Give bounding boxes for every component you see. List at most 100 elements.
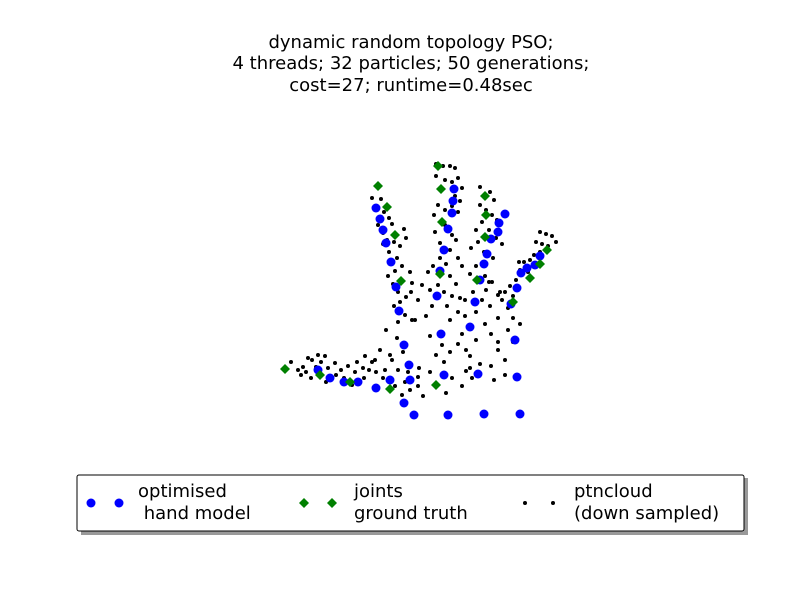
ptncloud-point — [413, 318, 417, 322]
ptncloud-point — [355, 360, 359, 364]
ptncloud-point — [554, 240, 558, 244]
legend-item-hand-model: optimised hand model — [86, 481, 251, 524]
ptncloud-point — [484, 288, 488, 292]
hand-model-point — [465, 322, 475, 332]
hand-model-point — [409, 410, 419, 420]
legend-marker-diamond — [299, 498, 309, 508]
joint-point — [525, 273, 535, 283]
ptncloud-point — [426, 270, 430, 274]
hand-model-point — [500, 209, 510, 219]
ptncloud-point — [488, 190, 492, 194]
legend-label-joints-line-1: joints — [353, 481, 403, 502]
ptncloud-point — [468, 354, 472, 358]
ptncloud-point — [463, 314, 467, 318]
ptncloud-point — [428, 370, 432, 374]
legend-marker-dot — [523, 501, 527, 505]
ptncloud-point — [496, 348, 500, 352]
ptncloud-point — [326, 366, 330, 370]
ptncloud-point — [468, 272, 472, 276]
ptncloud-point — [492, 378, 496, 382]
ptncloud-point — [458, 199, 462, 203]
ptncloud-point — [448, 164, 452, 168]
ptncloud-point — [474, 310, 478, 314]
ptncloud-point — [376, 223, 380, 227]
ptncloud-point — [460, 332, 464, 336]
joint-point — [508, 297, 518, 307]
ptncloud-point — [301, 365, 305, 369]
ptncloud-point — [492, 198, 496, 202]
ptncloud-point — [387, 216, 391, 220]
joint-point — [480, 191, 490, 201]
ptncloud-point — [442, 360, 446, 364]
ptncloud-point — [374, 370, 378, 374]
ptncloud-point — [540, 242, 544, 246]
ptncloud-point — [442, 290, 446, 294]
ptncloud-point — [448, 274, 452, 278]
ptncloud-point — [448, 350, 452, 354]
ptncloud-point — [474, 338, 478, 342]
ptncloud-point — [296, 368, 300, 372]
ptncloud-point — [401, 350, 405, 354]
ptncloud-point — [384, 328, 388, 332]
ptncloud-point — [395, 336, 399, 340]
series-circle — [313, 184, 545, 420]
ptncloud-point — [378, 348, 382, 352]
joint-point — [345, 377, 355, 387]
ptncloud-point — [392, 240, 396, 244]
joint-point — [315, 370, 325, 380]
joint-point — [436, 184, 446, 194]
hand-model-point — [512, 372, 522, 382]
chart-title-line-1: dynamic random topology PSO; — [268, 32, 553, 53]
ptncloud-point — [393, 384, 397, 388]
ptncloud-point — [309, 376, 313, 380]
ptncloud-point — [496, 340, 500, 344]
ptncloud-point — [488, 304, 492, 308]
ptncloud-point — [538, 230, 542, 234]
ptncloud-point — [478, 203, 482, 207]
ptncloud-point — [408, 388, 412, 392]
ptncloud-point — [550, 234, 554, 238]
ptncloud-point — [450, 376, 454, 380]
hand-model-point — [447, 208, 457, 218]
ptncloud-point — [390, 358, 394, 362]
ptncloud-point — [443, 178, 447, 182]
ptncloud-point — [395, 256, 399, 260]
hand-model-point — [371, 383, 381, 393]
ptncloud-point — [436, 203, 440, 207]
ptncloud-point — [289, 360, 293, 364]
ptncloud-point — [310, 358, 314, 362]
hand-model-point — [394, 306, 404, 316]
plot-area — [280, 161, 558, 420]
ptncloud-point — [403, 313, 407, 317]
ptncloud-point — [503, 290, 507, 294]
ptncloud-point — [483, 274, 487, 278]
ptncloud-point — [448, 318, 452, 322]
ptncloud-point — [498, 290, 502, 294]
ptncloud-point — [450, 180, 454, 184]
ptncloud-point — [456, 342, 460, 346]
ptncloud-point — [489, 364, 493, 368]
hand-model-point — [482, 249, 492, 259]
ptncloud-point — [450, 294, 454, 298]
hand-model-point — [473, 369, 483, 379]
ptncloud-point — [445, 304, 449, 308]
ptncloud-point — [316, 353, 320, 357]
legend-marker-dot — [551, 501, 555, 505]
hand-model-point — [353, 377, 363, 387]
ptncloud-point — [409, 290, 413, 294]
ptncloud-point — [424, 314, 428, 318]
ptncloud-point — [373, 358, 377, 362]
ptncloud-point — [323, 354, 327, 358]
ptncloud-point — [393, 269, 397, 273]
ptncloud-point — [506, 328, 510, 332]
ptncloud-point — [496, 293, 500, 297]
hand-model-point — [404, 360, 414, 370]
ptncloud-point — [500, 298, 504, 302]
ptncloud-point — [362, 376, 366, 380]
hand-model-point — [510, 335, 520, 345]
hand-model-point — [522, 263, 532, 273]
ptncloud-point — [381, 376, 385, 380]
hand-model-point — [493, 227, 503, 237]
chart-title-line-3: cost=27; runtime=0.48sec — [289, 75, 533, 96]
